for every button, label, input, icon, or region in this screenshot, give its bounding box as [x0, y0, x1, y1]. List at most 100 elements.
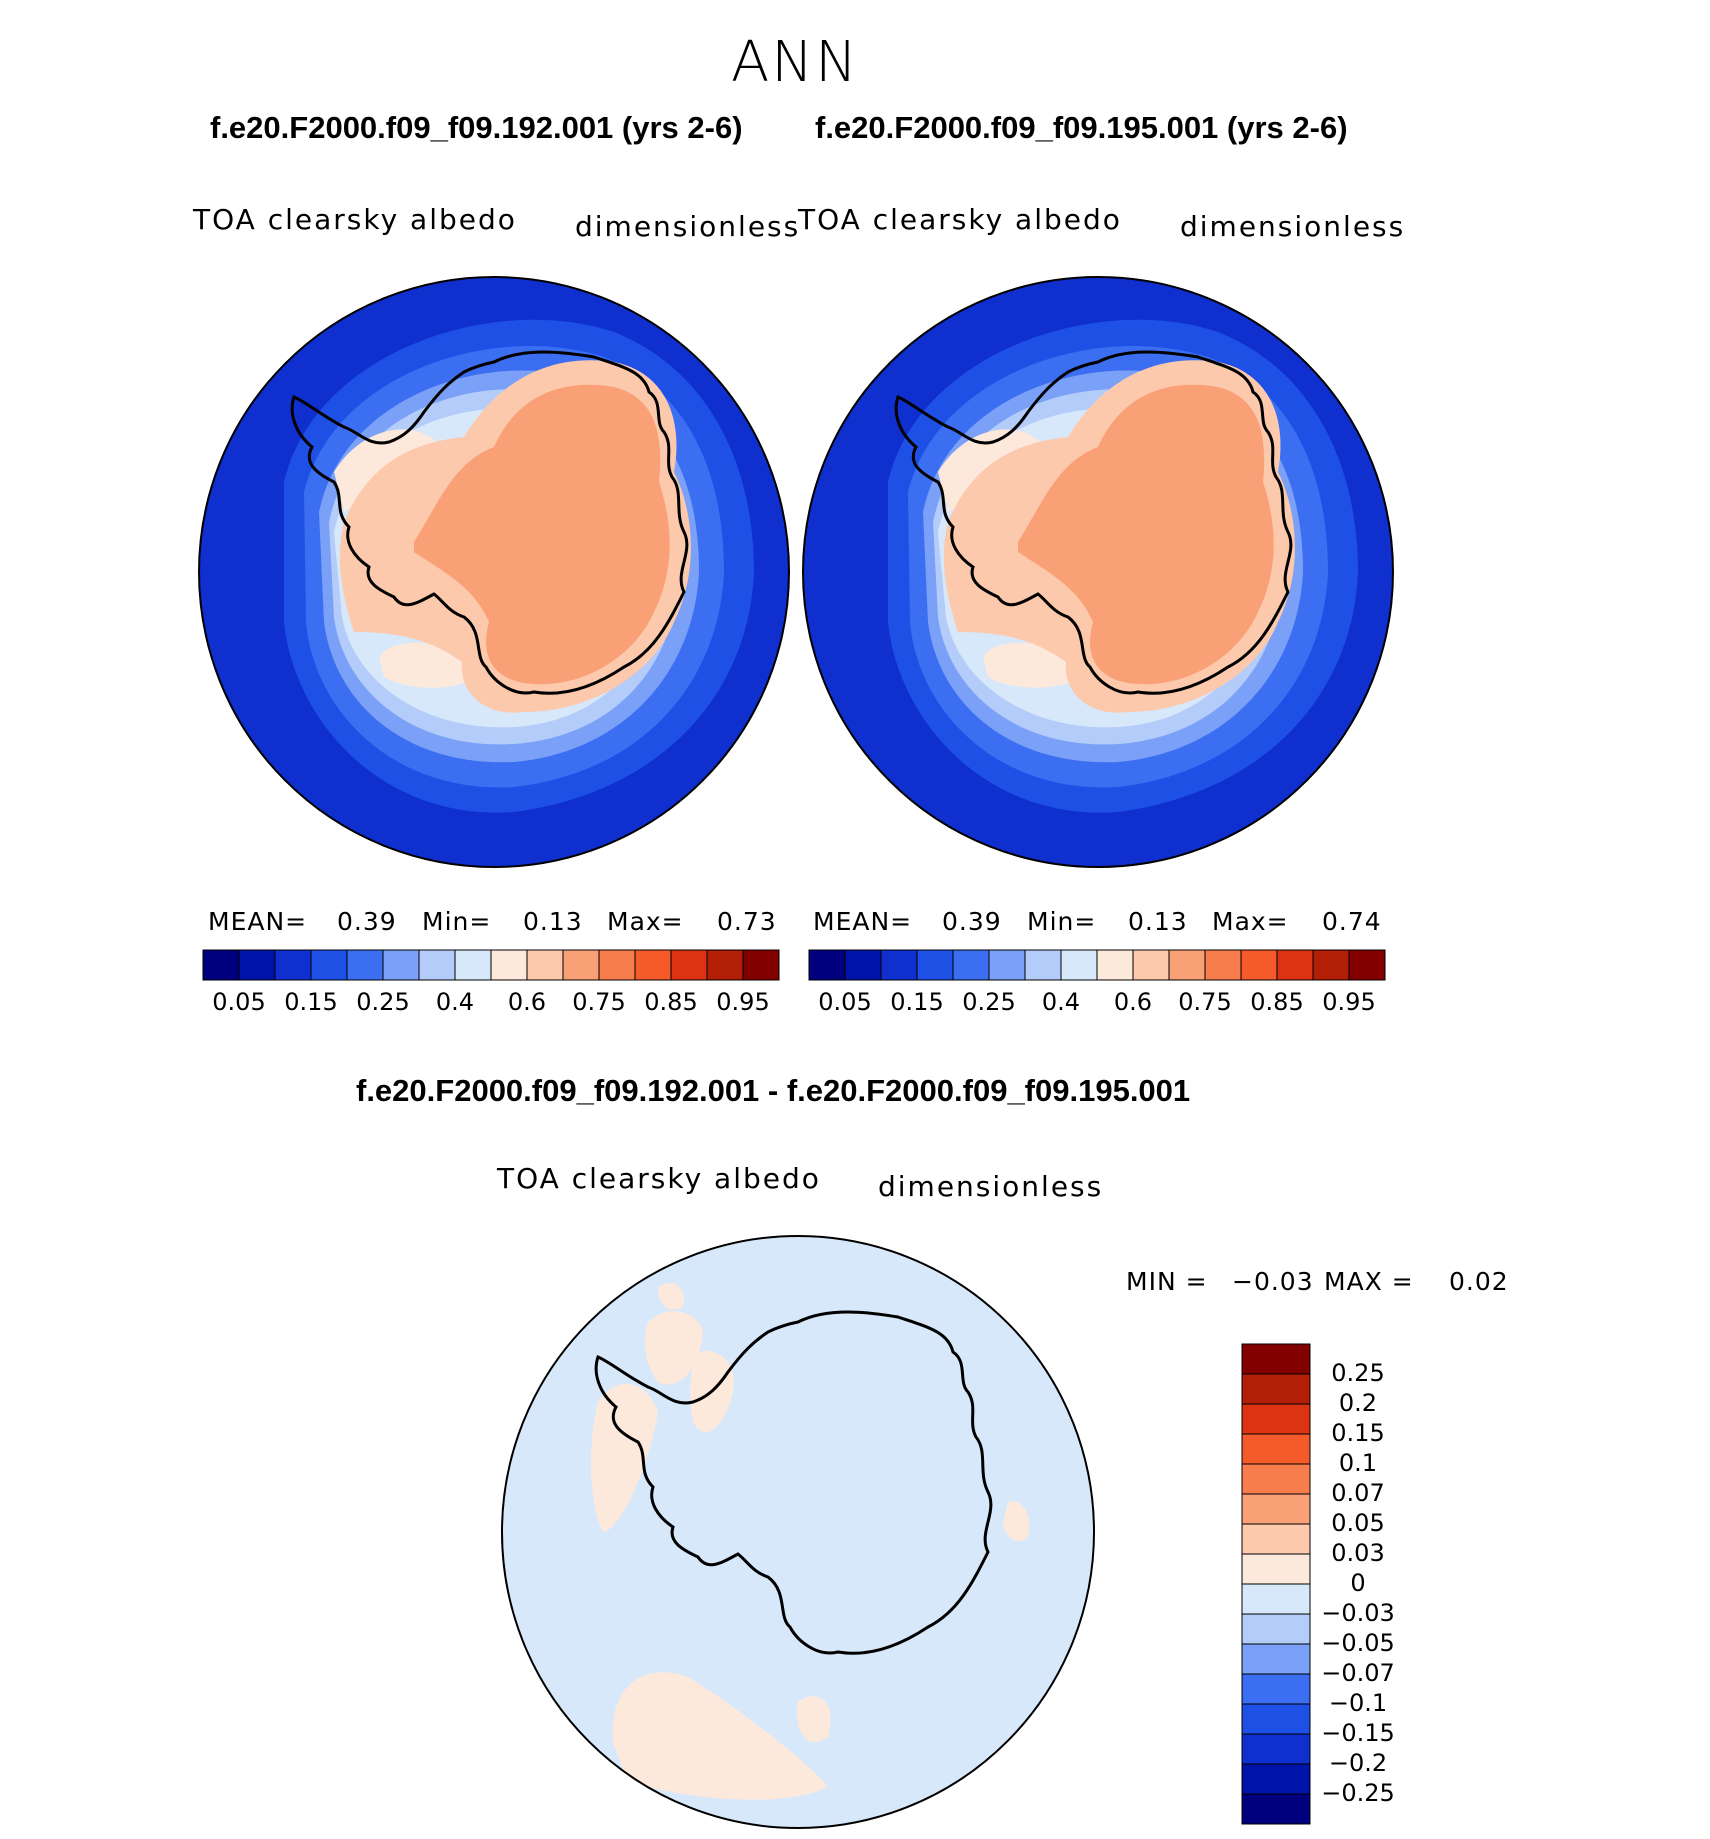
- colorbar-tick-label: 0.15: [890, 988, 944, 1016]
- colorbar-swatch: [1241, 1673, 1311, 1705]
- colorbar-swatch: [1241, 1463, 1311, 1495]
- colorbar-swatch: [562, 949, 600, 981]
- colorbar-swatch: [844, 949, 882, 981]
- colorbar-swatch: [1132, 949, 1170, 981]
- left-min-label: Min=: [422, 907, 492, 936]
- colorbar-swatch: [202, 949, 240, 981]
- colorbar-swatch: [238, 949, 276, 981]
- left-variable-label: TOA clearsky albedo: [193, 203, 517, 236]
- colorbar-swatch: [1060, 949, 1098, 981]
- diff-units-label: dimensionless: [878, 1170, 1104, 1203]
- diff-patch-3: [645, 1311, 703, 1385]
- colorbar-swatch: [382, 949, 420, 981]
- colorbar-swatch: [598, 949, 636, 981]
- colorbar-swatch: [1241, 1763, 1311, 1795]
- colorbar-swatch: [1241, 1373, 1311, 1405]
- colorbar-tick-label: 0.75: [1178, 988, 1232, 1016]
- left-min-value: 0.13: [523, 907, 583, 936]
- colorbar-tick-label: 0.05: [1331, 1509, 1385, 1537]
- colorbar-tick-label: −0.2: [1328, 1749, 1388, 1777]
- colorbar-tick-label: 0.95: [1322, 988, 1376, 1016]
- colorbar-swatch: [1204, 949, 1242, 981]
- colorbar-swatch: [1168, 949, 1206, 981]
- colorbar-swatch: [1241, 1433, 1311, 1465]
- colorbar-swatch: [1024, 949, 1062, 981]
- colorbar-swatch: [526, 949, 564, 981]
- colorbar-tick-label: 0.6: [507, 988, 547, 1016]
- diff-min-label: MIN =: [1126, 1267, 1208, 1296]
- right-max-label: Max=: [1212, 907, 1289, 936]
- colorbar-swatch: [808, 949, 846, 981]
- antarctica-interior: [1018, 384, 1274, 685]
- colorbar-tick-label: 0.15: [284, 988, 338, 1016]
- colorbar-tick-label: −0.25: [1321, 1779, 1395, 1807]
- colorbar-swatch: [1241, 1643, 1311, 1675]
- diff-title: f.e20.F2000.f09_f09.192.001 - f.e20.F200…: [356, 1073, 1191, 1108]
- colorbar-tick-label: 0.4: [1041, 988, 1081, 1016]
- colorbar-tick-label: 0.03: [1331, 1539, 1385, 1567]
- colorbar-swatch: [1241, 1733, 1311, 1765]
- colorbar-tick-label: 0.6: [1113, 988, 1153, 1016]
- colorbar-tick-label: −0.05: [1321, 1629, 1395, 1657]
- colorbar-tick-label: 0.75: [572, 988, 626, 1016]
- right-variable-label: TOA clearsky albedo: [798, 203, 1122, 236]
- diff-min-value: −0.03: [1232, 1267, 1314, 1296]
- left-colorbar: [202, 949, 780, 981]
- colorbar-swatch: [1348, 949, 1386, 981]
- diff-patch-6: [797, 1696, 831, 1743]
- colorbar-swatch: [1241, 1613, 1311, 1645]
- colorbar-tick-label: 0.1: [1338, 1449, 1378, 1477]
- right-case-title: f.e20.F2000.f09_f09.195.001 (yrs 2-6): [815, 110, 1348, 145]
- season-title: ANN: [730, 30, 860, 95]
- diff-coastline: [594, 1310, 993, 1655]
- colorbar-tick-label: 0.25: [1331, 1359, 1385, 1387]
- diff-max-value: 0.02: [1449, 1267, 1509, 1296]
- right-min-value: 0.13: [1128, 907, 1188, 936]
- left-case-title: f.e20.F2000.f09_f09.192.001 (yrs 2-6): [210, 110, 743, 145]
- left-mean-label: MEAN=: [208, 907, 308, 936]
- colorbar-swatch: [742, 949, 780, 981]
- colorbar-swatch: [1240, 949, 1278, 981]
- diff-patch-1: [612, 1672, 828, 1800]
- diff-map: [501, 1235, 1095, 1829]
- colorbar-tick-label: 0.85: [644, 988, 698, 1016]
- colorbar-swatch: [1241, 1793, 1311, 1825]
- colorbar-swatch: [1241, 1493, 1311, 1525]
- colorbar-swatch: [1096, 949, 1134, 981]
- colorbar-swatch: [274, 949, 312, 981]
- colorbar-tick-label: −0.1: [1328, 1689, 1388, 1717]
- colorbar-swatch: [988, 949, 1026, 981]
- colorbar-tick-label: 0.85: [1250, 988, 1304, 1016]
- colorbar-swatch: [1241, 1343, 1311, 1375]
- coastline: [894, 350, 1293, 695]
- colorbar-swatch: [310, 949, 348, 981]
- colorbar-tick-label: −0.15: [1321, 1719, 1395, 1747]
- colorbar-swatch: [346, 949, 384, 981]
- colorbar-swatch: [634, 949, 672, 981]
- colorbar-swatch: [1312, 949, 1350, 981]
- colorbar-swatch: [1241, 1523, 1311, 1555]
- colorbar-tick-label: 0.05: [212, 988, 266, 1016]
- colorbar-tick-label: 0: [1350, 1569, 1366, 1597]
- colorbar-tick-label: −0.03: [1321, 1599, 1395, 1627]
- colorbar-swatch: [670, 949, 708, 981]
- colorbar-tick-label: 0.25: [962, 988, 1016, 1016]
- left-map: [198, 276, 790, 868]
- left-max-label: Max=: [607, 907, 684, 936]
- right-mean-value: 0.39: [942, 907, 1002, 936]
- colorbar-swatch: [952, 949, 990, 981]
- diff-max-label: MAX =: [1324, 1267, 1414, 1296]
- colorbar-tick-label: 0.25: [356, 988, 410, 1016]
- colorbar-swatch: [1276, 949, 1314, 981]
- colorbar-swatch: [706, 949, 744, 981]
- left-mean-value: 0.39: [337, 907, 397, 936]
- diff-background: [502, 1236, 1094, 1828]
- coastline: [290, 350, 689, 695]
- colorbar-tick-label: 0.95: [716, 988, 770, 1016]
- colorbar-tick-label: 0.2: [1338, 1389, 1378, 1417]
- left-units-label: dimensionless: [575, 210, 801, 243]
- diff-patch-2: [591, 1383, 658, 1532]
- colorbar-swatch: [916, 949, 954, 981]
- right-max-value: 0.74: [1322, 907, 1382, 936]
- antarctica-interior: [414, 384, 670, 685]
